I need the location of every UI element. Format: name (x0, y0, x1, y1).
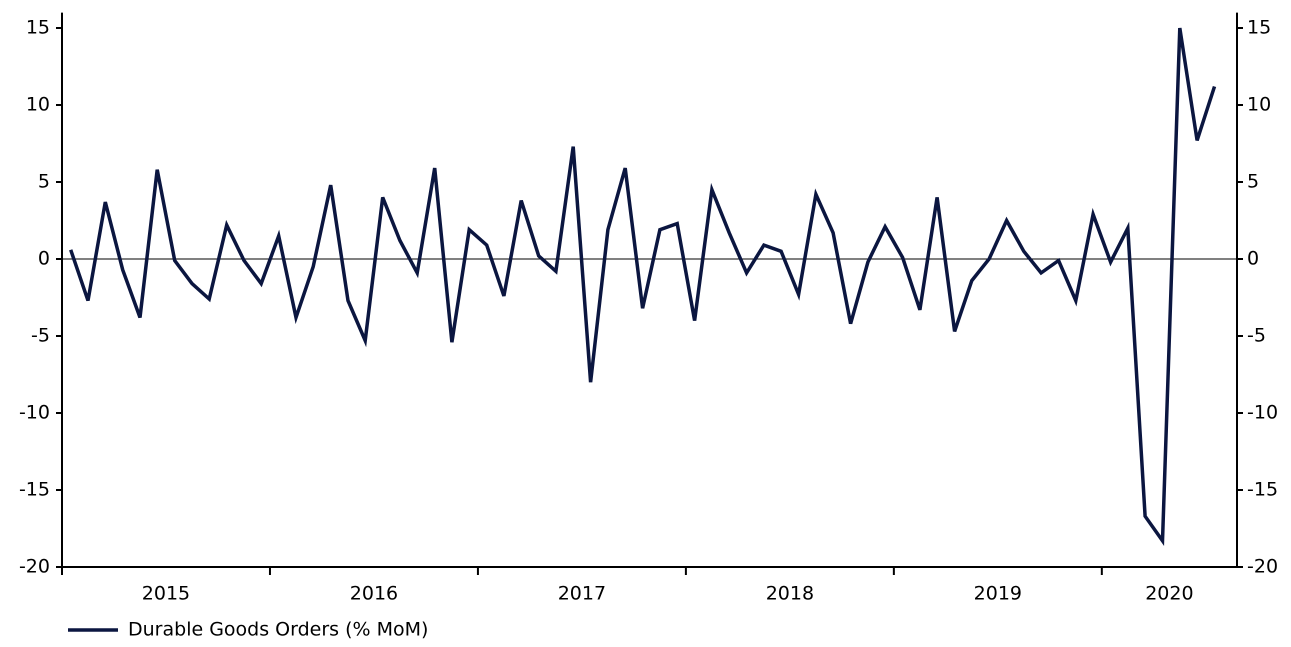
x-tick-label: 2015 (142, 583, 190, 605)
y-tick-label: -20 (19, 556, 50, 578)
y-tick-label: 15 (26, 17, 50, 39)
y2-tick-label: -5 (1247, 325, 1266, 347)
y2-tick-label: 15 (1247, 17, 1271, 39)
data-line (69, 27, 1217, 547)
y2-tick-label: -15 (1247, 479, 1278, 501)
x-tick-label: 2020 (1145, 583, 1193, 605)
x-tick-label: 2017 (558, 583, 606, 605)
y-tick-label: 0 (38, 248, 50, 270)
y2-tick-label: 5 (1247, 171, 1259, 193)
x-tick-label: 2016 (350, 583, 398, 605)
y-tick-label: 10 (26, 94, 50, 116)
y2-tick-label: 0 (1247, 248, 1259, 270)
y-tick-label: -5 (31, 325, 50, 347)
x-tick-label: 2018 (766, 583, 814, 605)
y-tick-label: 5 (38, 171, 50, 193)
y2-tick-label: -10 (1247, 402, 1278, 424)
y2-tick-label: -20 (1247, 556, 1278, 578)
y-tick-label: -10 (19, 402, 50, 424)
y2-tick-label: 10 (1247, 94, 1271, 116)
y-tick-label: -15 (19, 479, 50, 501)
x-tick-label: 2019 (974, 583, 1022, 605)
legend-label: Durable Goods Orders (% MoM) (128, 619, 428, 641)
